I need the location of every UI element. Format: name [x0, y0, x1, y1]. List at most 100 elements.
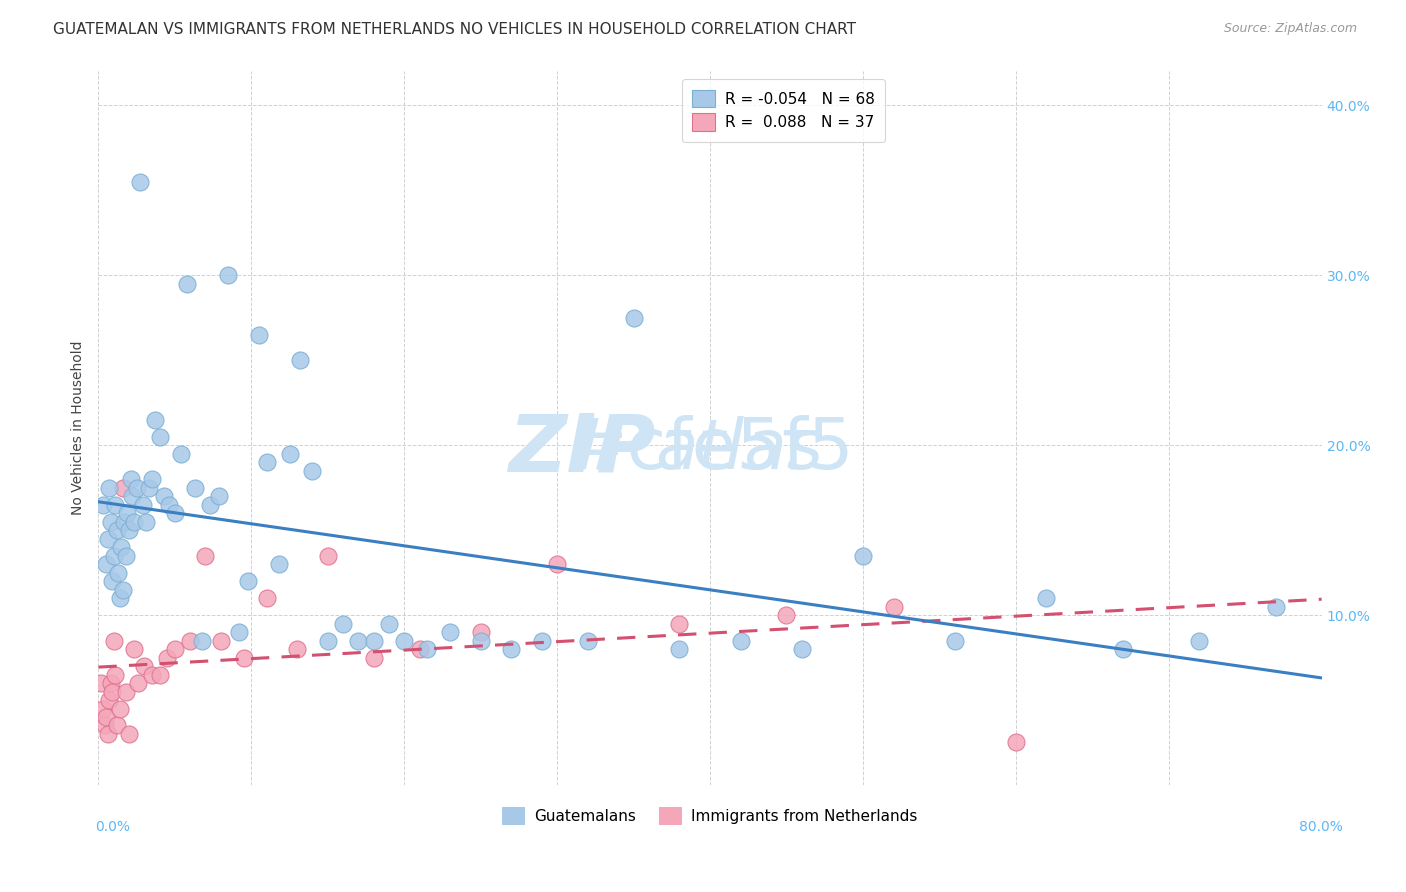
Text: atlas: atlas: [655, 416, 823, 483]
Point: [198, 498, 221, 512]
Point: [153, 489, 176, 503]
Point: [775, 608, 797, 623]
Point: [730, 633, 752, 648]
Text: GUATEMALAN VS IMMIGRANTS FROM NETHERLANDS NO VEHICLES IN HOUSEHOLD CORRELATION C: GUATEMALAN VS IMMIGRANTS FROM NETHERLAND…: [53, 22, 856, 37]
Point: [104, 498, 127, 512]
Point: [316, 633, 339, 648]
Point: [98, 693, 121, 707]
Point: [363, 633, 385, 648]
Point: [668, 616, 690, 631]
Point: [115, 684, 138, 698]
Point: [117, 506, 139, 520]
Point: [143, 412, 166, 426]
Point: [470, 625, 492, 640]
Point: [141, 667, 163, 681]
Point: [121, 489, 143, 503]
Point: [156, 650, 179, 665]
Point: [127, 676, 149, 690]
Point: [301, 464, 323, 478]
Text: #cfe5f5: #cfe5f5: [567, 415, 853, 484]
Point: [238, 574, 260, 588]
Point: [1264, 599, 1286, 614]
Point: [290, 353, 312, 368]
Point: [93, 718, 115, 732]
Point: [228, 625, 250, 640]
Point: [1004, 735, 1026, 749]
Point: [943, 633, 966, 648]
Point: [347, 633, 370, 648]
Point: [100, 676, 122, 690]
Point: [408, 642, 430, 657]
Point: [105, 718, 128, 732]
Point: [256, 455, 278, 469]
Point: [149, 667, 172, 681]
Point: [1035, 591, 1057, 605]
Text: 0.0%: 0.0%: [96, 821, 131, 834]
Text: 80.0%: 80.0%: [1299, 821, 1343, 834]
Point: [176, 277, 198, 291]
Y-axis label: No Vehicles in Household: No Vehicles in Household: [72, 341, 86, 516]
Point: [91, 498, 114, 512]
Point: [103, 549, 125, 563]
Point: [285, 642, 308, 657]
Point: [501, 642, 523, 657]
Point: [208, 489, 231, 503]
Point: [852, 549, 875, 563]
Point: [378, 616, 401, 631]
Text: Source: ZipAtlas.com: Source: ZipAtlas.com: [1223, 22, 1357, 36]
Point: [141, 472, 163, 486]
Legend: Guatemalans, Immigrants from Netherlands: Guatemalans, Immigrants from Netherlands: [496, 801, 924, 830]
Point: [90, 676, 112, 690]
Point: [278, 447, 301, 461]
Point: [115, 549, 138, 563]
Point: [668, 642, 690, 657]
Point: [97, 727, 120, 741]
Point: [107, 566, 129, 580]
Point: [790, 642, 813, 657]
Point: [91, 701, 114, 715]
Point: [149, 430, 172, 444]
Point: [267, 557, 290, 571]
Point: [217, 268, 239, 283]
Point: [98, 481, 121, 495]
Point: [103, 633, 125, 648]
Point: [132, 498, 155, 512]
Point: [108, 701, 131, 715]
Point: [101, 684, 124, 698]
Point: [97, 532, 120, 546]
Point: [134, 659, 156, 673]
Point: [623, 310, 645, 325]
Point: [363, 650, 385, 665]
Point: [105, 523, 128, 537]
Point: [111, 481, 134, 495]
Point: [122, 515, 145, 529]
Point: [883, 599, 905, 614]
Point: [247, 327, 270, 342]
Point: [108, 591, 131, 605]
Point: [332, 616, 354, 631]
Point: [1112, 642, 1135, 657]
Point: [125, 481, 148, 495]
Text: ZIP: ZIP: [508, 410, 655, 489]
Point: [118, 727, 141, 741]
Point: [191, 633, 214, 648]
Point: [530, 633, 553, 648]
Point: [157, 498, 180, 512]
Point: [194, 549, 217, 563]
Point: [122, 642, 145, 657]
Point: [1188, 633, 1211, 648]
Point: [111, 582, 134, 597]
Point: [439, 625, 461, 640]
Point: [100, 515, 122, 529]
Point: [104, 667, 127, 681]
Point: [135, 515, 157, 529]
Point: [163, 506, 186, 520]
Point: [138, 481, 160, 495]
Point: [232, 650, 254, 665]
Point: [170, 447, 193, 461]
Point: [576, 633, 599, 648]
Point: [184, 481, 207, 495]
Point: [110, 540, 132, 554]
Point: [179, 633, 201, 648]
Point: [392, 633, 416, 648]
